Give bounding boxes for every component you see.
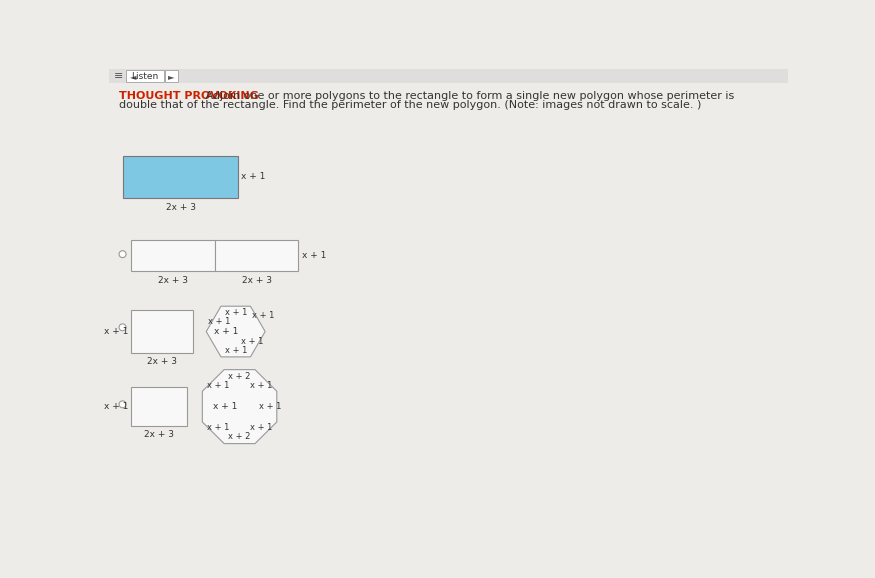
Text: x + 1: x + 1 xyxy=(242,172,265,181)
Bar xyxy=(214,240,298,271)
Polygon shape xyxy=(202,369,276,443)
Bar xyxy=(131,240,214,271)
Text: x + 2: x + 2 xyxy=(228,372,251,381)
Text: x + 1: x + 1 xyxy=(103,327,128,336)
Text: x + 1: x + 1 xyxy=(214,402,238,411)
Text: x + 2: x + 2 xyxy=(228,432,251,441)
Bar xyxy=(131,387,187,426)
Text: ◄: ◄ xyxy=(130,72,136,81)
Text: 2x + 3: 2x + 3 xyxy=(242,276,271,285)
Circle shape xyxy=(119,324,126,331)
Text: x + 1: x + 1 xyxy=(207,317,230,327)
Text: Adjoin one or more polygons to the rectangle to form a single new polygon whose : Adjoin one or more polygons to the recta… xyxy=(201,91,734,101)
Text: x + 1: x + 1 xyxy=(207,423,229,432)
Text: x + 1: x + 1 xyxy=(225,308,247,317)
Text: x + 1: x + 1 xyxy=(242,336,263,346)
Polygon shape xyxy=(206,306,265,357)
Text: x + 1: x + 1 xyxy=(302,251,326,260)
Bar xyxy=(131,310,193,353)
Circle shape xyxy=(119,251,126,258)
Text: x + 1: x + 1 xyxy=(207,381,229,390)
FancyBboxPatch shape xyxy=(165,70,178,83)
Text: ►: ► xyxy=(168,72,175,81)
Text: THOUGHT PROVOKING: THOUGHT PROVOKING xyxy=(119,91,258,101)
Text: x + 1: x + 1 xyxy=(103,402,128,411)
Text: 2x + 3: 2x + 3 xyxy=(144,431,174,439)
Text: x + 1: x + 1 xyxy=(259,402,281,411)
Text: double that of the rectangle. Find the perimeter of the new polygon. (Note: imag: double that of the rectangle. Find the p… xyxy=(119,100,701,110)
Text: 2x + 3: 2x + 3 xyxy=(147,357,177,366)
Bar xyxy=(109,69,788,83)
Text: 2x + 3: 2x + 3 xyxy=(158,276,188,285)
Text: x + 1: x + 1 xyxy=(252,312,275,320)
Text: x + 1: x + 1 xyxy=(225,346,247,355)
Text: x + 1: x + 1 xyxy=(214,327,239,336)
Circle shape xyxy=(119,401,126,407)
Text: x + 1: x + 1 xyxy=(249,381,272,390)
Text: Listen: Listen xyxy=(130,72,158,81)
Text: 2x + 3: 2x + 3 xyxy=(165,203,196,212)
Bar xyxy=(123,155,238,198)
Text: ≡: ≡ xyxy=(114,71,123,81)
Text: x + 1: x + 1 xyxy=(249,423,272,432)
FancyBboxPatch shape xyxy=(126,70,164,83)
